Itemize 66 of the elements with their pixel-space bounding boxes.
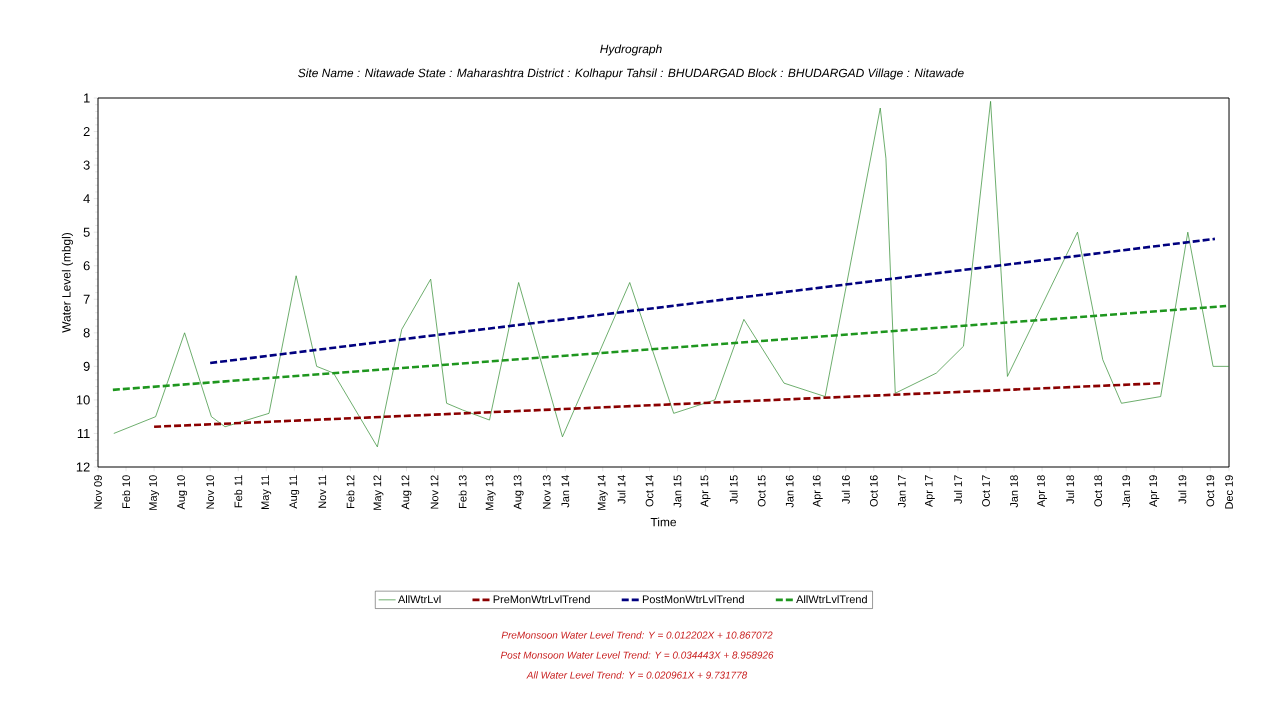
legend-label: PreMonWtrLvlTrend [493,595,590,604]
x-tick-label: Jul 15 [729,475,738,504]
x-tick-label: Jul 18 [1066,475,1075,504]
y-tick-label: 4 [83,194,90,204]
y-tick-label: 3 [83,160,90,170]
x-tick-label: Jan 15 [673,475,682,508]
x-tick-label: Jul 19 [1178,475,1187,504]
x-tick-label: Oct 17 [982,475,990,507]
y-tick-label: 10 [76,395,90,405]
y-tick-label: 8 [83,328,90,338]
x-tick-label: May 13 [485,475,496,510]
x-tick-label: May 14 [597,475,608,510]
x-tick-label: Oct 15 [757,475,766,507]
chart-title: Hydrograph [600,44,662,56]
legend-label: AllWtrLvlTrend [796,595,867,604]
y-tick-label: 6 [83,261,90,271]
x-tick-label: Nov 12 [430,475,439,509]
x-tick-label: Apr 16 [812,475,823,508]
x-tick-label: Aug 13 [513,475,524,510]
x-tick-label: Nov 13 [542,475,551,509]
x-tick-label: Jul 14 [617,475,626,504]
y-tick-label: 12 [76,462,90,472]
x-tick-label: May 12 [373,475,384,510]
x-tick-label: Dec 19 [1225,475,1233,509]
x-tick-label: Oct 16 [869,475,878,507]
x-tick-label: Apr 19 [1149,475,1160,508]
legend-label: PostMonWtrLvlTrend [642,595,744,604]
x-tick-label: Nov 09 [94,475,102,509]
y-tick-label: 1 [84,93,90,103]
y-tick-label: 9 [83,361,90,371]
text: All Water Level Trend: Y = 0.020961X + 9.731778 [526,671,748,679]
x-tick-label: Jul 17 [953,475,962,504]
legend-label: AllWtrLvl [398,595,441,604]
x-tick-label: Aug 11 [289,475,300,509]
x-tick-label: Apr 15 [700,475,711,508]
x-tick-label: Nov 11 [318,475,327,508]
x-tick-label: Aug 10 [177,475,188,510]
x-tick-label: Oct 14 [645,475,654,507]
x-tick-label: Apr 18 [1037,475,1048,508]
x-tick-label: Apr 17 [925,475,935,508]
y-tick-label: 2 [83,127,90,137]
y-tick-label: 7 [83,294,90,304]
y-tick-label: 5 [83,227,90,237]
x-tick-label: Jan 19 [1122,475,1131,508]
chart-subtitle: Site Name : Nitawade State : Maharashtra District : Kolhapur Tahsil : BHUDARGAD Block : BHUDARGAD Village : Nitawade [298,68,964,80]
x-tick-label: May 11 [261,475,272,509]
x-tick-label: Feb 12 [346,475,355,508]
x-tick-label: Jul 16 [841,475,850,504]
x-tick-label: Jan 14 [561,475,570,508]
x-tick-label: Oct 18 [1094,475,1103,507]
y-tick-label: 11 [77,429,90,438]
text: PreMonsoon Water Level Trend: Y = 0.012202X + 10.867072 [501,631,773,639]
x-tick-label: Aug 12 [401,475,412,510]
line-series [113,101,1230,448]
x-tick-label: May 10 [149,475,160,510]
x-tick-label: Feb 13 [458,475,467,508]
x-tick-label: Feb 10 [122,475,131,508]
x-tick-label: Oct 19 [1206,475,1215,507]
x-tick-label: Feb 11 [234,475,243,508]
x-tick-label: Jan 17 [898,475,906,508]
x-tick-label: Nov 10 [206,475,215,509]
x-tick-label: Jan 18 [1010,475,1018,508]
text: Post Monsoon Water Level Trend: Y = 0.034443X + 8.958926 [500,651,774,659]
y-axis-title: Water Level (mbgl) [61,233,73,333]
x-tick-label: Jan 16 [785,475,794,508]
x-axis-title: Time [650,517,677,527]
